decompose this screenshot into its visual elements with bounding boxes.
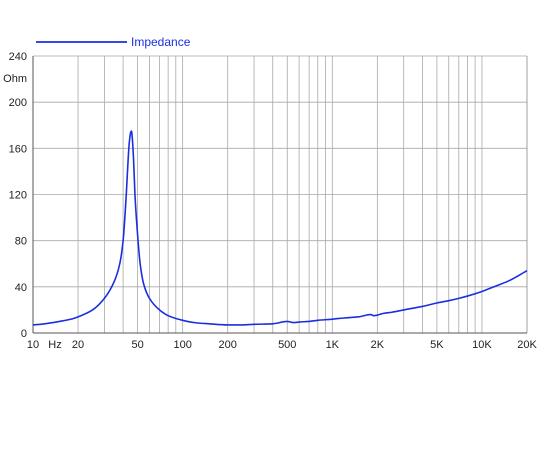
series-layer bbox=[32, 130, 528, 326]
x-tick-label: 10 bbox=[27, 339, 39, 351]
y-tick-label: 240 bbox=[9, 51, 27, 63]
y-tick-label: 200 bbox=[9, 97, 27, 109]
x-tick-label: 50 bbox=[131, 339, 143, 351]
plot-frame bbox=[32, 56, 528, 334]
y-tick-label: 40 bbox=[15, 282, 27, 294]
x-axis-unit: Hz bbox=[48, 339, 61, 351]
y-axis-unit: Ohm bbox=[3, 73, 27, 85]
legend: Impedance bbox=[36, 35, 191, 49]
x-tick-label: 500 bbox=[278, 339, 296, 351]
y-tick-label: 120 bbox=[9, 190, 27, 202]
y-tick-label: 80 bbox=[15, 236, 27, 248]
y-tick-label: 0 bbox=[21, 328, 27, 340]
legend-label-impedance: Impedance bbox=[131, 35, 191, 49]
x-tick-label: 200 bbox=[219, 339, 237, 351]
x-tick-label: 100 bbox=[173, 339, 191, 351]
x-tick-label: 20K bbox=[517, 339, 537, 351]
x-tick-label: 5K bbox=[430, 339, 444, 351]
x-tick-label: 10K bbox=[472, 339, 492, 351]
x-tick-label: 20 bbox=[72, 339, 84, 351]
x-axis-ticks: 10 20 50 100 200 500 1K 2K 5K 10K 20K bbox=[27, 339, 538, 351]
x-tick-label: 2K bbox=[371, 339, 385, 351]
y-tick-label: 160 bbox=[9, 143, 27, 155]
x-tick-label: 1K bbox=[326, 339, 340, 351]
y-axis-ticks: 0 40 80 120 160 200 240 bbox=[9, 51, 27, 340]
series-line-impedance bbox=[32, 130, 528, 326]
chart-grid bbox=[33, 55, 527, 333]
